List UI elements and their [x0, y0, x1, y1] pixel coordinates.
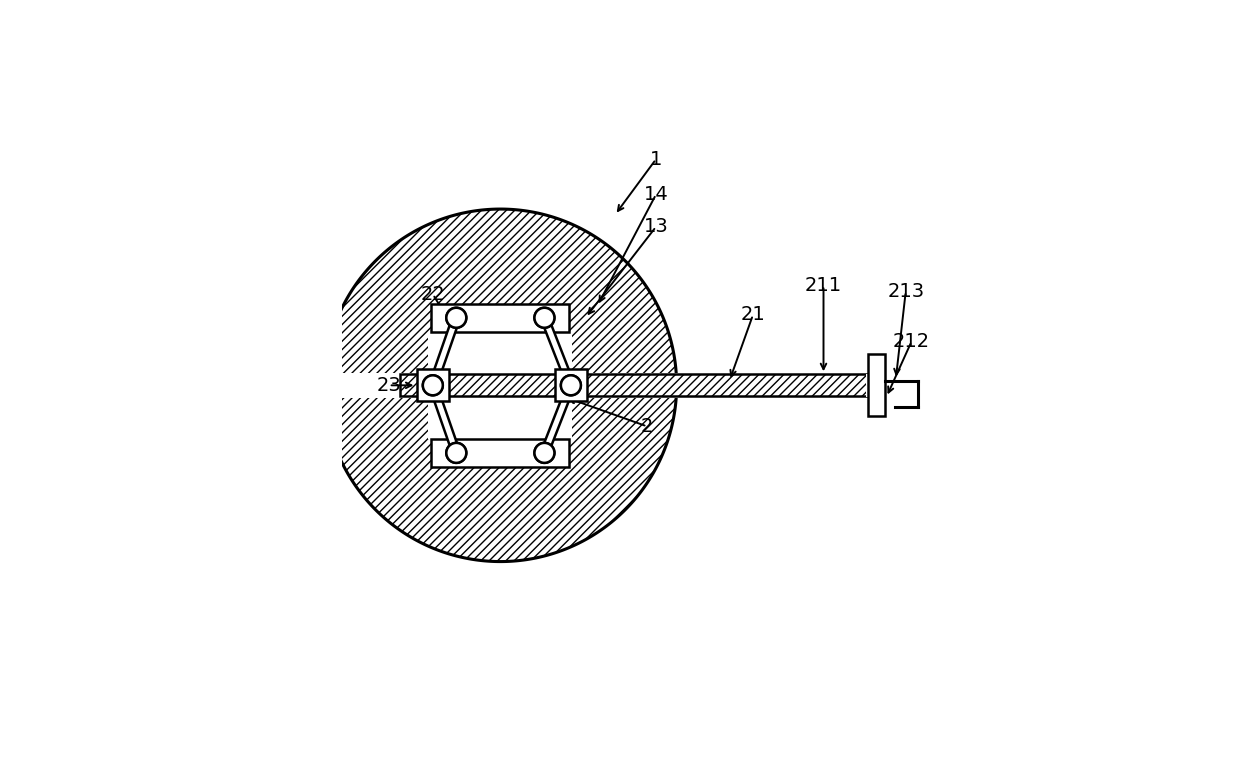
Bar: [867, 374, 887, 397]
Text: 1: 1: [650, 150, 662, 169]
Bar: [432, 304, 569, 332]
Polygon shape: [324, 385, 677, 562]
Circle shape: [423, 375, 443, 395]
Circle shape: [560, 375, 580, 395]
Text: 22: 22: [420, 285, 445, 304]
Text: 13: 13: [644, 217, 668, 237]
Circle shape: [446, 443, 466, 463]
Bar: [428, 397, 573, 439]
Circle shape: [534, 307, 554, 328]
Bar: [417, 369, 449, 401]
Circle shape: [534, 443, 554, 463]
Circle shape: [446, 443, 466, 463]
Text: 14: 14: [644, 185, 668, 204]
Text: 23: 23: [377, 376, 401, 394]
Bar: [868, 355, 885, 416]
Bar: [432, 439, 569, 467]
Text: 21: 21: [740, 305, 765, 324]
Bar: [319, 373, 682, 398]
Polygon shape: [324, 209, 677, 385]
Bar: [401, 374, 870, 397]
Circle shape: [446, 307, 466, 328]
Text: 212: 212: [893, 332, 930, 351]
Circle shape: [534, 307, 554, 328]
Polygon shape: [541, 384, 574, 454]
Text: 211: 211: [805, 276, 842, 295]
Circle shape: [560, 375, 580, 395]
Text: 213: 213: [887, 282, 924, 301]
Polygon shape: [429, 384, 460, 454]
Circle shape: [534, 443, 554, 463]
Polygon shape: [429, 317, 460, 387]
Text: 2: 2: [641, 417, 653, 436]
Circle shape: [446, 307, 466, 328]
Circle shape: [423, 375, 443, 395]
Bar: [428, 332, 573, 374]
Bar: [554, 369, 587, 401]
Polygon shape: [541, 317, 574, 387]
